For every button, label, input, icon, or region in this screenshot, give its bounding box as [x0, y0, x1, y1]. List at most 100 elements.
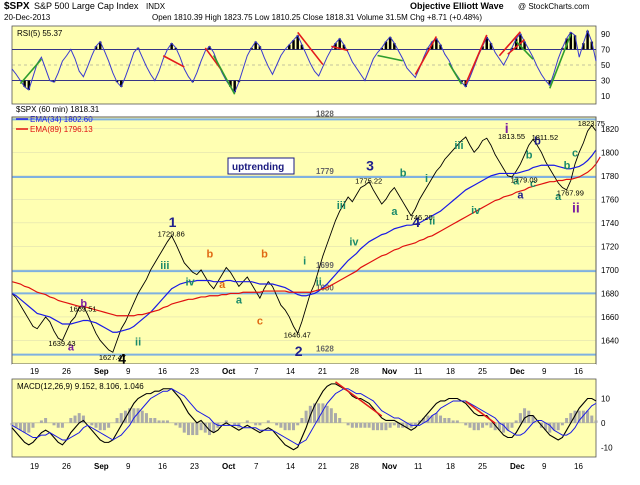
- wave-label: iii: [160, 260, 169, 272]
- rsi-tick-label: 70: [601, 45, 610, 54]
- date-tick-label: 28: [350, 462, 359, 471]
- date-axis-bg: [12, 459, 596, 471]
- price-value-label: 1813.55: [498, 132, 525, 141]
- date-axis-top: 19 26 Sep 9 16 23 Oct 7 14 21 28 Nov 11 18 25 Dec 9 16: [12, 364, 596, 376]
- price-value-label: 1823.75: [578, 119, 605, 128]
- wave-label: 3: [366, 157, 374, 173]
- rsi-bullish-divergence-line: [515, 40, 534, 60]
- price-tick-label: 1740: [601, 219, 619, 228]
- brand-label: Objective Elliott Wave: [410, 1, 504, 11]
- date-tick-label: 26: [62, 367, 71, 376]
- date-tick-label: 28: [350, 367, 359, 376]
- wave-label: iii: [337, 200, 346, 212]
- rsi-bearish-divergence-line: [331, 45, 349, 52]
- date-tick-label: 11: [414, 367, 423, 376]
- price-tick-label: 1680: [601, 289, 619, 298]
- macd-panel-bg: [11, 378, 597, 458]
- date-tick-label: 16: [158, 367, 167, 376]
- level-label: 1779: [316, 167, 334, 176]
- rsi-bearish-divergence-line: [507, 38, 526, 55]
- macd-title: MACD(12,26,9) 9.152, 8.106, 1.046: [17, 382, 144, 391]
- rsi-panel: 10 30 50 70 90 RSI(5) 55.37: [11, 25, 610, 105]
- rsi-line: [11, 29, 597, 94]
- price-tick-label: 1640: [601, 336, 619, 345]
- date-tick-label: 9: [126, 462, 131, 471]
- price-tick-label: 1720: [601, 242, 619, 251]
- wave-label: ii: [429, 216, 435, 228]
- date-tick-label: 18: [446, 462, 455, 471]
- date-tick-label: Nov: [382, 462, 398, 471]
- wave-label: b: [564, 160, 571, 172]
- wave-label: b: [534, 136, 541, 148]
- wave-label: iv: [349, 237, 359, 249]
- date-tick-label: 19: [30, 462, 39, 471]
- date-tick-label: 23: [190, 367, 199, 376]
- wave-label: 1: [169, 214, 177, 230]
- wave-label: a: [219, 279, 226, 291]
- wave-label: a: [513, 176, 520, 188]
- rsi-tick-label: 30: [601, 77, 610, 86]
- price-value-label: 1811.52: [532, 133, 559, 142]
- rsi-tick-label: 90: [601, 30, 610, 39]
- level-label: 1828: [316, 109, 334, 118]
- exchange-label: INDX: [146, 2, 166, 11]
- date-tick-label: 14: [286, 367, 295, 376]
- wave-label: a: [236, 294, 243, 306]
- date-tick-label: 9: [126, 367, 131, 376]
- date-tick-label: Sep: [94, 367, 109, 376]
- date-tick-label: 25: [478, 462, 487, 471]
- wave-label: i: [303, 255, 306, 267]
- macd-tick-label: -10: [601, 443, 613, 452]
- price-value-label: 1729.86: [158, 229, 185, 238]
- date-tick-label: 11: [414, 462, 423, 471]
- wave-label: c: [530, 178, 536, 190]
- price-tick-label: 1780: [601, 172, 619, 181]
- price-value-label: 1767.99: [557, 188, 584, 197]
- chart-date: 20-Dec-2013: [4, 13, 51, 22]
- price-panel: 1640 1660 1680 1700 1720 1740 1760 1780 1800 1820…: [11, 105, 619, 366]
- ohlc-stats: Open 1810.39 High 1823.75 Low 1810.25 Cl…: [152, 13, 482, 22]
- date-axis-bottom: 19 26 Sep 9 16 23 Oct 7 14 21 28 Nov 11 18 25 Dec 9 16: [12, 459, 596, 471]
- wave-label: i: [505, 120, 509, 136]
- wave-label: ii: [135, 337, 141, 349]
- wave-label: iv: [471, 205, 481, 217]
- macd-tick-label: 0: [601, 419, 606, 428]
- date-tick-label: Oct: [222, 367, 236, 376]
- date-axis-bg: [12, 364, 596, 376]
- price-panel-bg: [11, 116, 597, 365]
- date-tick-label: 16: [574, 367, 583, 376]
- price-value-label: 1627.47: [99, 353, 126, 362]
- price-value-label: 1746.20: [406, 213, 433, 222]
- wave-label: b: [526, 150, 533, 162]
- date-tick-label: 21: [318, 367, 327, 376]
- wave-label: ii: [572, 200, 580, 216]
- rsi-bearish-divergence-line: [162, 55, 185, 68]
- wave-label: 4: [118, 350, 126, 366]
- price-value-label: 1775.22: [355, 177, 382, 186]
- wave-label: ii: [316, 277, 322, 289]
- price-value-label: 1669.51: [69, 305, 96, 314]
- macd-line: [11, 383, 597, 451]
- wave-label: iv: [185, 277, 195, 289]
- ticker-symbol: $SPX: [4, 1, 30, 12]
- wave-label: 2: [295, 343, 303, 359]
- date-tick-label: 26: [62, 462, 71, 471]
- rsi-bearish-divergence-line: [414, 36, 438, 75]
- index-name: S&P 500 Large Cap Index: [34, 1, 139, 11]
- copyright-label: @ StockCharts.com: [518, 2, 590, 11]
- price-tick-label: 1820: [601, 125, 619, 134]
- date-tick-label: 18: [446, 367, 455, 376]
- wave-label: i: [425, 173, 428, 185]
- date-tick-label: 25: [478, 367, 487, 376]
- date-tick-label: Dec: [510, 367, 525, 376]
- rsi-bearish-divergence-line: [498, 31, 521, 57]
- rsi-title: RSI(5) 55.37: [17, 29, 63, 38]
- macd-tick-label: 10: [601, 395, 610, 404]
- date-tick-label: 7: [254, 462, 259, 471]
- price-tick-label: 1760: [601, 195, 619, 204]
- date-tick-label: Oct: [222, 462, 236, 471]
- wave-label: b: [400, 167, 407, 179]
- date-tick-label: 19: [30, 367, 39, 376]
- date-tick-label: 16: [574, 462, 583, 471]
